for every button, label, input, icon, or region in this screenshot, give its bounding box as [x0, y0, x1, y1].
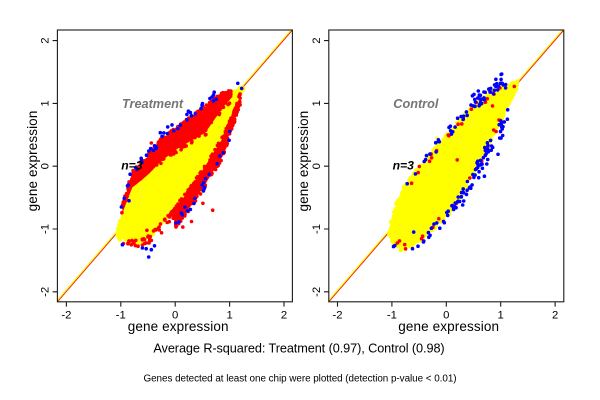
- svg-text:gene expression: gene expression: [25, 111, 40, 212]
- svg-text:2: 2: [552, 310, 558, 322]
- svg-text:0: 0: [172, 310, 178, 322]
- svg-text:1: 1: [311, 100, 323, 106]
- svg-text:0: 0: [311, 163, 323, 169]
- svg-text:0: 0: [443, 310, 449, 322]
- svg-text:Control: Control: [393, 97, 439, 111]
- svg-text:Genes detected at least one ch: Genes detected at least one chip were pl…: [143, 374, 456, 385]
- svg-text:1: 1: [498, 310, 504, 322]
- svg-text:2: 2: [281, 310, 287, 322]
- svg-text:-2: -2: [61, 310, 71, 322]
- svg-text:1: 1: [40, 100, 52, 106]
- svg-text:gene expression: gene expression: [296, 111, 311, 212]
- svg-text:2: 2: [311, 37, 323, 43]
- svg-text:-2: -2: [311, 287, 323, 297]
- svg-text:gene expression: gene expression: [398, 319, 499, 334]
- svg-text:Average R-squared: Treatment (: Average R-squared: Treatment (0.97), Con…: [153, 342, 444, 356]
- svg-text:1: 1: [226, 310, 232, 322]
- svg-text:-2: -2: [40, 287, 52, 297]
- svg-text:0: 0: [40, 163, 52, 169]
- svg-text:-2: -2: [332, 310, 342, 322]
- svg-text:-1: -1: [116, 310, 126, 322]
- svg-text:gene expression: gene expression: [128, 319, 229, 334]
- svg-text:n=3: n=3: [121, 159, 143, 173]
- svg-text:-1: -1: [311, 224, 323, 234]
- svg-text:-1: -1: [40, 224, 52, 234]
- svg-text:-1: -1: [387, 310, 397, 322]
- svg-text:2: 2: [40, 37, 52, 43]
- svg-text:n=3: n=3: [393, 159, 415, 173]
- svg-text:Treatment: Treatment: [122, 97, 184, 111]
